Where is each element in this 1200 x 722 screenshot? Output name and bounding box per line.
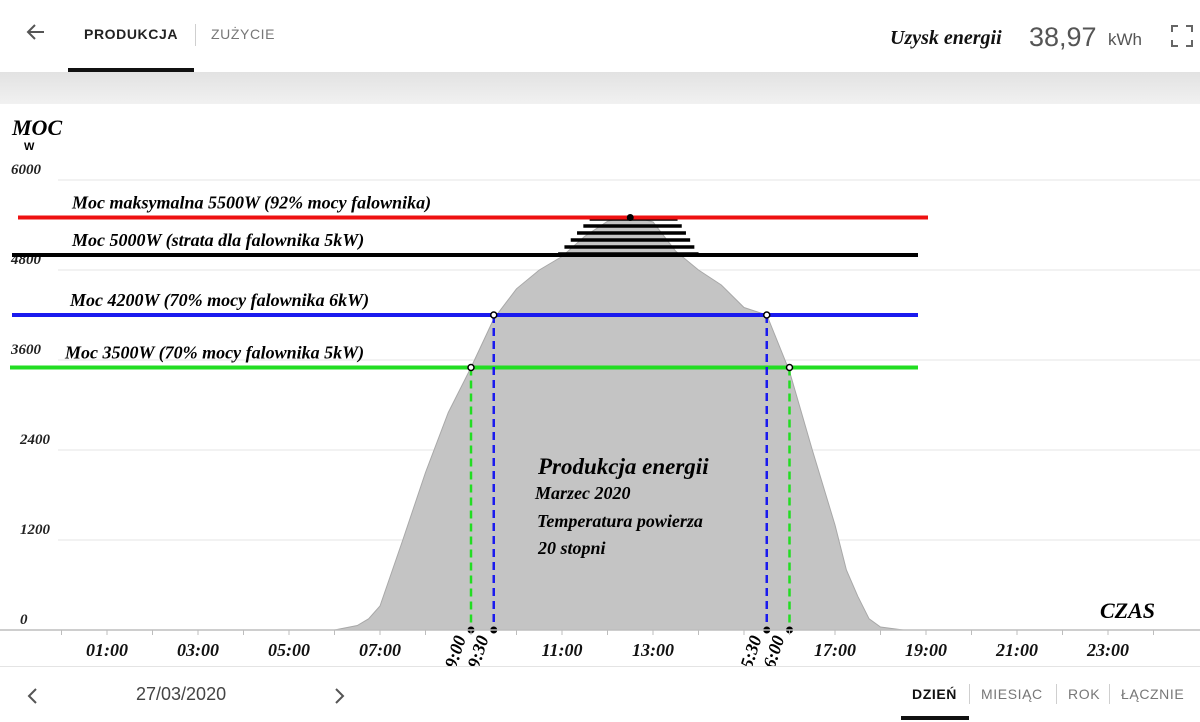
period-tab-all[interactable]: ŁĄCZNIE	[1121, 686, 1185, 702]
y-tick-label: 1200	[20, 522, 51, 538]
y-axis-label: MOC	[11, 115, 62, 140]
period-tab-month[interactable]: MIESIĄC	[981, 686, 1043, 702]
x-tick-label: 23:00	[1086, 640, 1129, 660]
threshold-label: Moc 4200W (70% mocy falownika 6kW)	[69, 290, 369, 311]
tab-zuzycie[interactable]: ZUŻYCIE	[211, 26, 276, 42]
arrow-left-icon[interactable]	[22, 18, 50, 46]
y-tick-label: 2400	[19, 432, 51, 448]
bottom-bar: 27/03/2020 DZIEŃ MIESIĄC ROK ŁĄCZNIE	[0, 666, 1200, 722]
chevron-right-icon[interactable]	[330, 687, 348, 705]
x-tick-label: 03:00	[177, 640, 219, 660]
annotation-line: Marzec 2020	[534, 483, 631, 503]
time-marker-top	[490, 311, 498, 319]
x-axis-label: CZAS	[1100, 598, 1155, 623]
current-date[interactable]: 27/03/2020	[136, 684, 227, 704]
tab-divider	[195, 24, 196, 46]
y-tick-label: 0	[20, 612, 28, 628]
period-tab-year[interactable]: ROK	[1068, 686, 1101, 702]
annotation-line: 20 stopni	[537, 538, 606, 558]
labels: MOC W CZAS Produkcja energii Marzec 2020…	[11, 115, 1155, 623]
production-area	[334, 215, 904, 631]
area-layer	[334, 215, 904, 631]
period-divider	[1056, 684, 1057, 704]
threshold-lines: Moc maksymalna 5500W (92% mocy falownika…	[10, 193, 928, 370]
active-period-indicator	[901, 716, 969, 720]
y-axis-unit: W	[24, 141, 35, 153]
y-tick-label: 6000	[11, 162, 42, 178]
chevron-left-icon[interactable]	[24, 687, 42, 705]
x-tick-label: 21:00	[995, 640, 1038, 660]
fullscreen-icon[interactable]	[1170, 24, 1194, 48]
x-tick-label: 19:00	[905, 640, 947, 660]
energy-yield-unit: kWh	[1108, 30, 1142, 49]
x-axis: 01:00 03:00 05:00 07:00 11:00 13:00 17:00 19:00…	[0, 629, 1200, 660]
period-divider	[1109, 684, 1110, 704]
time-marker-top	[467, 363, 475, 372]
x-tick-label: 13:00	[632, 640, 674, 660]
x-tick-label: 11:00	[541, 640, 582, 660]
annotation-title: Produkcja energii	[537, 454, 709, 479]
top-bar: PRODUKCJA ZUŻYCIE Uzysk energii 38,97 kW…	[0, 0, 1200, 72]
threshold-label: Moc 3500W (70% mocy falownika 5kW)	[64, 343, 364, 364]
x-tick-label: 17:00	[814, 640, 856, 660]
annotation-line: Temperatura powierza	[537, 511, 703, 531]
tab-produkcja[interactable]: PRODUKCJA	[84, 26, 179, 42]
x-tick-label: 01:00	[86, 640, 128, 660]
energy-yield-value: 38,97	[1029, 22, 1097, 52]
y-tick-label: 3600	[10, 342, 42, 358]
threshold-label: Moc 5000W (strata dla falownika 5kW)	[71, 230, 364, 251]
threshold-label: Moc maksymalna 5500W (92% mocy falownika…	[71, 193, 431, 214]
time-marker-top	[785, 363, 794, 372]
period-divider	[969, 684, 970, 704]
time-marker-top	[763, 311, 771, 319]
energy-yield-label: Uzysk energii	[890, 27, 1002, 49]
x-tick-label: 05:00	[268, 640, 310, 660]
active-tab-indicator	[68, 68, 194, 72]
x-tick-label: 07:00	[359, 640, 401, 660]
period-tab-day[interactable]: DZIEŃ	[912, 686, 957, 702]
header-shadow	[0, 72, 1200, 104]
peak-point	[626, 214, 634, 221]
